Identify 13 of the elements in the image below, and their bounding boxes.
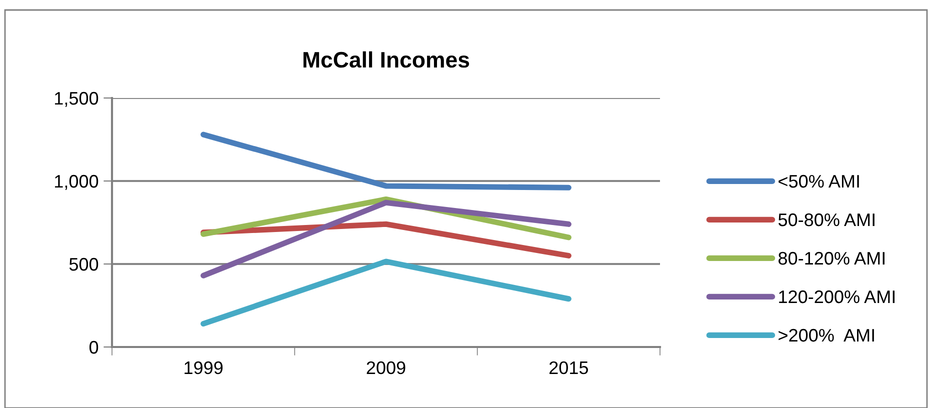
x-tick-label: 2009: [366, 361, 406, 374]
legend-label: >200% AMI: [778, 328, 874, 342]
y-tick-label: 0: [89, 340, 98, 354]
y-tick-label: 1,000: [55, 174, 98, 190]
legend-label: 80-120% AMI: [778, 252, 884, 265]
y-tick-label: 500: [69, 258, 98, 271]
x-tick-label: 2015: [549, 361, 588, 374]
x-tick-label: 1999: [184, 361, 223, 374]
legend-label: <50% AMI: [778, 174, 859, 188]
legend-label: 120-200% AMI: [779, 290, 895, 304]
legend-label: 50-80% AMI: [778, 213, 874, 226]
chart-title: McCall Incomes: [304, 51, 470, 68]
y-tick-label: 1,500: [55, 92, 98, 107]
